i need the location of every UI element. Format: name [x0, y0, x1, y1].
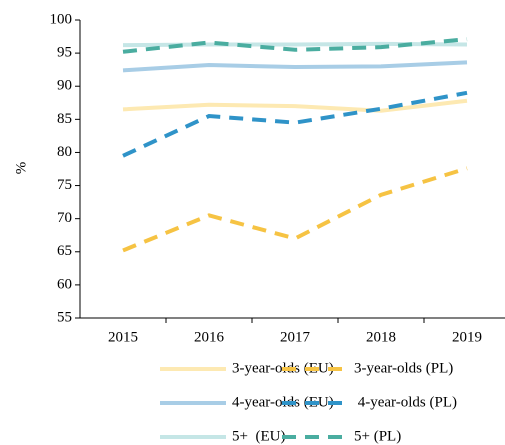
x-tick-label: 2015	[108, 329, 138, 345]
series-line	[122, 98, 468, 113]
y-tick-label: 90	[57, 78, 72, 94]
y-tick-label: 95	[57, 45, 72, 61]
legend-label: 5+ (PL)	[354, 428, 401, 444]
y-tick-label: 60	[57, 276, 72, 292]
y-tick-label: 55	[57, 309, 72, 325]
y-tick-label: 75	[57, 177, 72, 193]
x-tick-label: 2019	[452, 329, 482, 345]
y-tick-label: 65	[57, 243, 72, 259]
y-tick-label: 70	[57, 210, 72, 226]
y-tick-label: 85	[57, 111, 72, 127]
legend-label: 3-year-olds (PL)	[354, 360, 453, 376]
y-axis-label: %	[13, 162, 29, 175]
legend-label: 4-year-olds (PL)	[354, 394, 457, 410]
legend-label: 5+ (EU)	[232, 428, 285, 444]
y-tick-label: 100	[50, 11, 73, 27]
y-tick-label: 80	[57, 144, 72, 160]
x-tick-label: 2018	[366, 329, 396, 345]
x-tick-label: 2016	[194, 329, 225, 345]
series-line	[122, 60, 468, 73]
series-line	[122, 37, 468, 54]
series-line	[122, 90, 468, 158]
x-tick-label: 2017	[280, 329, 311, 345]
series-line	[122, 166, 468, 253]
